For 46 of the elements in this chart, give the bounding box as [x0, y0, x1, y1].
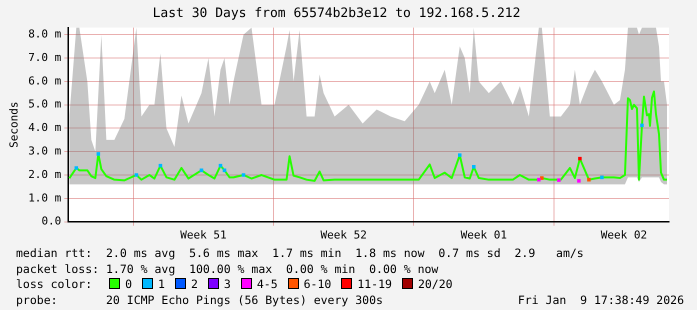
point [96, 152, 100, 156]
x-tick-label: Week 51 [180, 228, 227, 242]
point [200, 168, 204, 172]
text: median rtt: 2.0 ms avg 5.6 ms max 1.7 ms min 1.8 ms now 0.7 ms sd 2.9 am/s [16, 246, 584, 262]
y-tick-label: 0.0 [41, 214, 62, 228]
legend-label: 3 [224, 277, 231, 292]
legend-label: 2 [190, 277, 198, 292]
point [578, 156, 582, 160]
y-tick-label: 5.0 m [28, 98, 62, 111]
legend-label: 20/20 [418, 277, 453, 292]
point [458, 153, 462, 157]
point [640, 124, 644, 128]
point [537, 178, 541, 182]
y-tick-label: 6.0 m [28, 74, 62, 88]
x-tick-label: Week 52 [320, 228, 367, 242]
point [557, 178, 561, 182]
legend-label: 1 [158, 277, 165, 292]
point [242, 173, 246, 177]
y-tick-label: 7.0 m [28, 50, 62, 64]
point [600, 176, 604, 180]
text: Fri Jan 9 17:38:49 2026 [518, 292, 684, 308]
point [158, 164, 162, 168]
y-axis-title: Seconds [7, 102, 20, 148]
legend-label: 0 [125, 277, 132, 292]
point [222, 168, 226, 172]
x-tick-label: Week 01 [460, 228, 507, 242]
point [540, 176, 544, 180]
x-tick-label: Week 02 [600, 228, 648, 242]
y-tick-label: 3.0 m [28, 144, 62, 158]
y-tick-label: 2.0 m [28, 168, 62, 181]
point [134, 173, 138, 177]
legend-title: loss color: [16, 277, 94, 292]
legend-label: 11-19 [357, 277, 392, 292]
point [472, 165, 476, 169]
text: packet loss: 1.70 % avg 100.00 % max 0.00 % min 0.00 % now [16, 262, 438, 278]
y-tick-label: 1.0 m [28, 191, 62, 204]
y-tick-label: 8.0 m [28, 27, 62, 40]
point [587, 178, 591, 182]
legend-label: 6-10 [304, 277, 332, 292]
point [577, 179, 581, 183]
point [74, 166, 78, 170]
text: probe: 20 ICMP Echo Pings (56 Bytes) every 300s [16, 292, 383, 308]
legend-label: 4-5 [256, 277, 278, 292]
chart-title: Last 30 Days from 65574b2b3e12 to 192.168.5.212 [152, 6, 520, 22]
y-tick-label: 4.0 m [28, 121, 62, 134]
point [218, 164, 222, 168]
